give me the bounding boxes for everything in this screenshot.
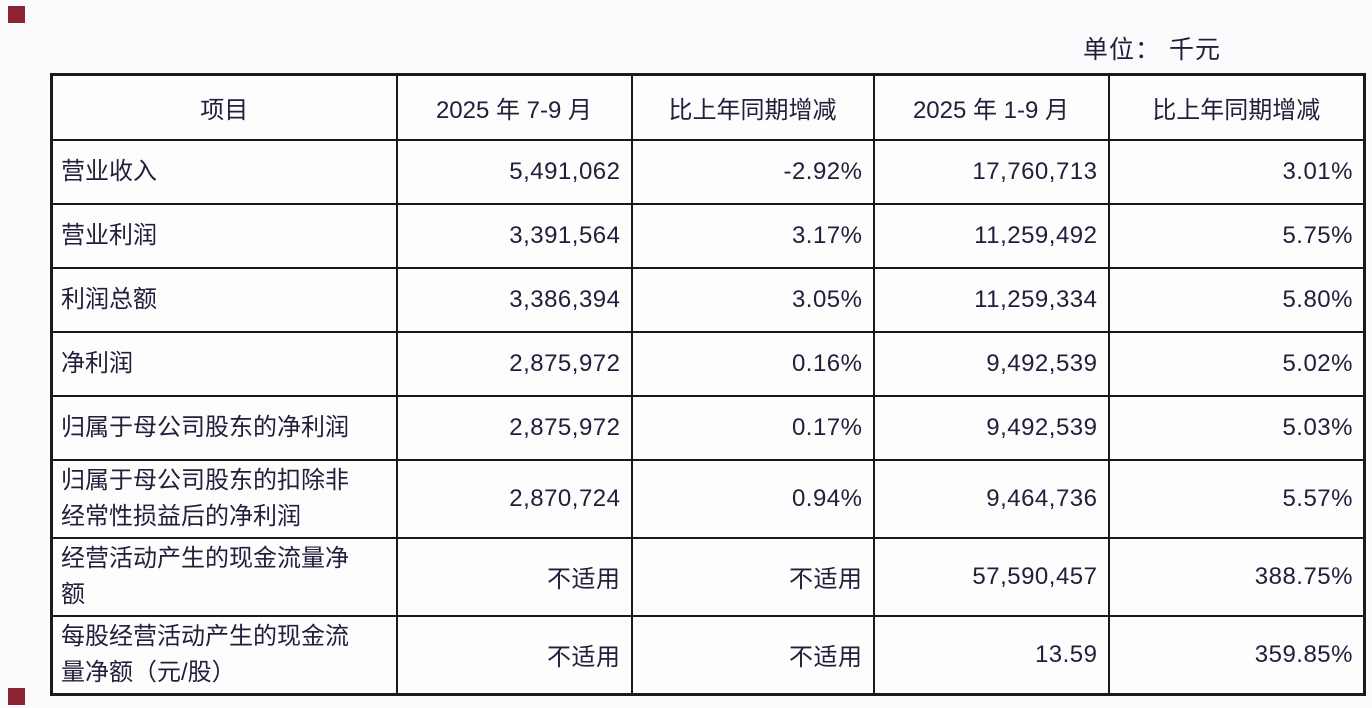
table-row: 利润总额 3,386,394 3.05% 11,259,334 5.80% [50,266,1366,333]
row-value: 3,391,564 [395,202,633,269]
row-value: 3.05% [630,266,875,333]
red-corner-mark-top [8,6,25,23]
row-value: 0.17% [630,394,875,461]
row-value: 不适用 [630,614,875,695]
table-row: 营业收入 5,491,062 -2.92% 17,760,713 3.01% [50,138,1366,205]
table-row: 归属于母公司股东的净利润 2,875,972 0.17% 9,492,539 5.03% [50,394,1366,461]
row-value: 9,492,539 [872,330,1110,397]
row-label: 营业利润 [50,202,398,269]
row-value: 57,590,457 [872,536,1110,617]
row-value: 0.16% [630,330,875,397]
header-yoy-change-q3: 比上年同期增减 [630,73,875,141]
row-label: 利润总额 [50,266,398,333]
row-value: 9,492,539 [872,394,1110,461]
row-value: 5.57% [1107,458,1366,539]
row-label: 每股经营活动产生的现金流 量净额（元/股） [50,614,398,695]
row-value: 388.75% [1107,536,1366,617]
table-row: 营业利润 3,391,564 3.17% 11,259,492 5.75% [50,202,1366,269]
row-value: 不适用 [395,536,633,617]
table-row: 归属于母公司股东的扣除非 经常性损益后的净利润 2,870,724 0.94% 9,4… [50,458,1366,539]
row-label: 净利润 [50,330,398,397]
header-q3-2025: 2025 年 7-9 月 [395,73,633,141]
header-9m-2025: 2025 年 1-9 月 [872,73,1110,141]
row-value: 11,259,492 [872,202,1110,269]
row-value: 2,875,972 [395,394,633,461]
row-value: -2.92% [630,138,875,205]
row-label: 经营活动产生的现金流量净 额 [50,536,398,617]
row-value: 2,870,724 [395,458,633,539]
table-row: 经营活动产生的现金流量净 额不适用 不适用 57,590,457 388.75% [50,536,1366,617]
row-value: 3.01% [1107,138,1366,205]
row-value: 5.75% [1107,202,1366,269]
unit-note: 单位： 千元 [1083,36,1221,64]
row-value: 0.94% [630,458,875,539]
row-value: 3,386,394 [395,266,633,333]
row-value: 不适用 [395,614,633,695]
financial-summary-table: 项目 2025 年 7-9 月 比上年同期增减 2025 年 1-9 月 比上年… [50,73,1366,696]
row-value: 3.17% [630,202,875,269]
row-label: 归属于母公司股东的扣除非 经常性损益后的净利润 [50,458,398,539]
row-value: 17,760,713 [872,138,1110,205]
row-label: 归属于母公司股东的净利润 [50,394,398,461]
row-value: 13.59 [872,614,1110,695]
row-value: 5,491,062 [395,138,633,205]
table-row: 每股经营活动产生的现金流 量净额（元/股） 不适用 不适用 13.59 359.85% [50,614,1366,695]
table-body: 营业收入 5,491,062 -2.92% 17,760,713 3.01% 营业利润 3,… [50,138,1366,695]
row-value: 2,875,972 [395,330,633,397]
row-value: 359.85% [1107,614,1366,695]
red-corner-mark-bottom [8,688,25,705]
header-yoy-change-9m: 比上年同期增减 [1107,73,1366,141]
row-label: 营业收入 [50,138,398,205]
header-item: 项目 [50,73,398,141]
table-header-row: 项目 2025 年 7-9 月 比上年同期增减 2025 年 1-9 月 比上年… [50,73,1366,141]
row-value: 5.02% [1107,330,1366,397]
row-value: 不适用 [630,536,875,617]
row-value: 5.03% [1107,394,1366,461]
row-value: 11,259,334 [872,266,1110,333]
row-value: 9,464,736 [872,458,1110,539]
table-row: 净利润 2,875,972 0.16% 9,492,539 5.02% [50,330,1366,397]
row-value: 5.80% [1107,266,1366,333]
